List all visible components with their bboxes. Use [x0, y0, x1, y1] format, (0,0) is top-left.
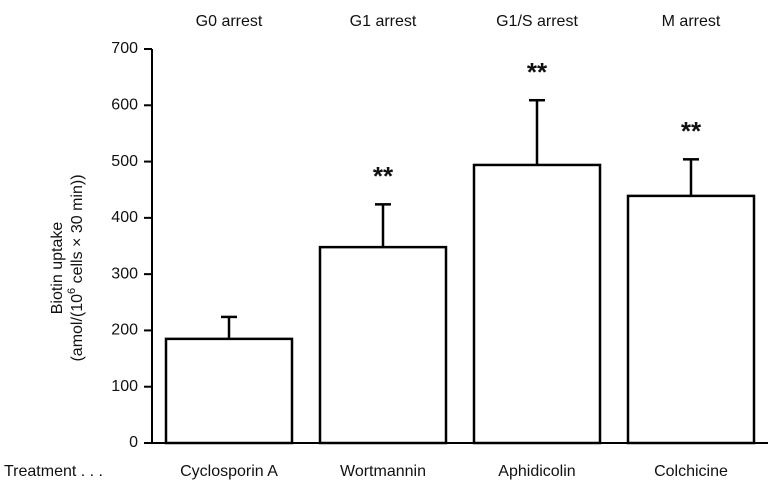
bar [318, 245, 448, 445]
y-tick-label: 200 [111, 322, 138, 339]
significance-label: ** [373, 161, 394, 191]
y-axis-label: (amol/(106 cells × 30 min)) [66, 174, 86, 361]
x-tick-label: Aphidicolin [498, 463, 575, 480]
group-label: G1 arrest [350, 13, 417, 30]
x-prefix-label: Treatment . . . [4, 463, 103, 480]
y-axis-label: Biotin uptake [49, 222, 66, 315]
y-tick-label: 500 [111, 153, 138, 170]
y-label-part: cells × 30 min)) [69, 174, 86, 287]
x-tick-label: Cyclosporin A [180, 463, 278, 480]
bar [164, 337, 294, 445]
x-tick-label: Wortmannin [340, 463, 426, 480]
bar [472, 163, 602, 445]
y-tick-label: 100 [111, 378, 138, 395]
y-tick-label: 300 [111, 265, 138, 282]
x-tick-label: Colchicine [654, 463, 728, 480]
group-label: G0 arrest [196, 13, 263, 30]
group-label: G1/S arrest [496, 13, 578, 30]
bar [626, 194, 756, 445]
significance-label: ** [527, 57, 548, 87]
y-label-part: (amol/(10 [69, 294, 86, 362]
significance-label: ** [681, 116, 702, 146]
y-tick-label: 0 [129, 434, 138, 451]
y-tick-label: 600 [111, 97, 138, 114]
y-label-superscript: 6 [66, 288, 78, 294]
y-tick-label: 400 [111, 209, 138, 226]
group-label: M arrest [662, 13, 721, 30]
y-tick-label: 700 [111, 40, 138, 57]
